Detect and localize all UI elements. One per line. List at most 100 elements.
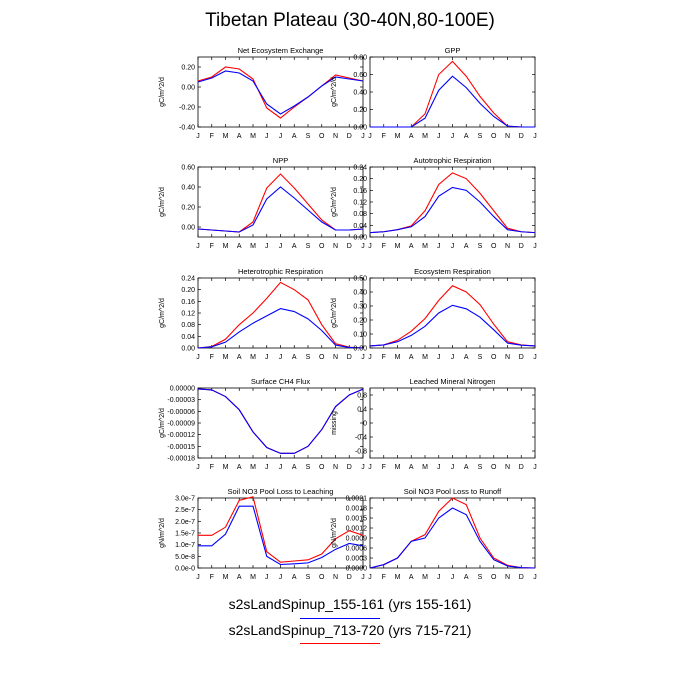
x-tick-label: J	[533, 464, 537, 471]
series-line-red	[370, 60, 535, 128]
legend-entry-2: s2sLandSpinup_713-720 (yrs 715-721)	[0, 622, 700, 638]
x-tick-label: J	[437, 464, 441, 471]
x-tick-label: J	[196, 464, 200, 471]
x-tick-label: D	[519, 574, 524, 581]
x-tick-label: M	[223, 464, 229, 471]
y-tick-label: 0.0000	[346, 566, 368, 573]
y-tick-label: 0.00	[353, 346, 367, 353]
x-tick-label: J	[437, 354, 441, 361]
y-tick-label: 0.12	[181, 311, 195, 318]
x-tick-label: N	[505, 354, 510, 361]
panel-10: Soil NO3 Pool Loss to Runoff 0.0021 0.0018…	[331, 487, 537, 581]
x-tick-label: J	[437, 574, 441, 581]
x-tick-label: N	[333, 574, 338, 581]
y-tick-label: 0.04	[181, 334, 195, 341]
y-tick-label: 0.0018	[346, 506, 368, 513]
x-tick-label: O	[491, 464, 497, 471]
y-tick-label: 0.16	[181, 299, 195, 306]
y-tick-label: -0.8	[355, 449, 367, 456]
x-tick-label: A	[409, 133, 414, 140]
y-tick-label: 0.0015	[346, 516, 368, 523]
series-line-blue	[198, 505, 364, 566]
x-tick-label: J	[437, 133, 441, 140]
y-tick-label: 0.0003	[346, 556, 368, 563]
x-tick-label: J	[451, 354, 455, 361]
x-tick-label: O	[491, 354, 497, 361]
x-tick-label: M	[250, 354, 256, 361]
x-tick-label: N	[333, 133, 338, 140]
x-tick-label: J	[368, 354, 372, 361]
series-line-blue	[197, 388, 364, 454]
x-tick-label: D	[519, 133, 524, 140]
x-tick-label: J	[368, 574, 372, 581]
x-tick-label: N	[333, 243, 338, 250]
x-tick-label: N	[505, 574, 510, 581]
y-tick-label: 0.4	[357, 407, 367, 414]
x-tick-label: J	[265, 464, 269, 471]
series-line-blue	[197, 308, 364, 349]
legend-swatch-2	[300, 643, 380, 644]
x-tick-label: J	[265, 354, 269, 361]
x-tick-label: J	[361, 464, 365, 471]
y-tick-label: 0.20	[353, 318, 367, 325]
x-tick-label: N	[505, 243, 510, 250]
x-tick-label: O	[491, 243, 497, 250]
y-axis-label: gC/m^2/d	[331, 77, 338, 107]
series-line-blue	[197, 70, 364, 115]
x-tick-label: S	[478, 574, 483, 581]
y-axis-label: gN/m^2/d	[159, 518, 166, 548]
x-tick-label: J	[451, 133, 455, 140]
y-tick-label: 0.00	[181, 225, 195, 232]
x-tick-label: S	[306, 354, 311, 361]
x-tick-label: S	[478, 464, 483, 471]
y-tick-label: 1.5e-7	[175, 531, 195, 538]
x-tick-label: F	[210, 133, 214, 140]
series-line-red	[198, 496, 364, 563]
x-tick-label: M	[223, 243, 229, 250]
x-tick-label: J	[265, 133, 269, 140]
x-tick-label: F	[382, 243, 386, 250]
y-tick-label: -0.00015	[167, 444, 195, 451]
y-axis-label: gC/m^2/d	[331, 187, 338, 217]
x-tick-label: S	[306, 464, 311, 471]
series-line-red	[197, 281, 364, 349]
x-tick-label: F	[210, 574, 214, 581]
x-tick-label: D	[347, 574, 352, 581]
y-tick-label: -0.40	[179, 125, 195, 132]
panel-title: Surface CH4 Flux	[251, 377, 310, 386]
x-tick-label: N	[505, 133, 510, 140]
series-line-blue	[369, 507, 536, 569]
y-tick-label: 0.0012	[346, 526, 368, 533]
panel-title: Autotrophic Respiration	[414, 156, 492, 165]
x-tick-label: A	[237, 133, 242, 140]
x-tick-label: D	[347, 243, 352, 250]
x-tick-label: F	[210, 354, 214, 361]
series-line-red	[197, 173, 364, 233]
y-tick-label: 3.0e-7	[175, 496, 195, 503]
x-tick-label: N	[333, 354, 338, 361]
x-tick-label: M	[395, 354, 401, 361]
x-tick-label: J	[361, 354, 365, 361]
x-tick-label: M	[250, 133, 256, 140]
x-tick-label: A	[464, 243, 469, 250]
plot-frame	[197, 166, 364, 238]
x-tick-label: J	[437, 243, 441, 250]
x-tick-label: M	[395, 133, 401, 140]
x-tick-label: O	[319, 574, 325, 581]
y-tick-label: 0.00000	[170, 386, 195, 393]
x-tick-label: J	[279, 133, 283, 140]
x-tick-label: J	[196, 243, 200, 250]
x-tick-label: M	[250, 243, 256, 250]
y-tick-label: -0.00012	[167, 432, 195, 439]
x-tick-label: J	[279, 574, 283, 581]
x-tick-label: A	[237, 243, 242, 250]
series-line-red	[369, 285, 536, 347]
x-tick-label: S	[478, 354, 483, 361]
x-tick-label: M	[422, 574, 428, 581]
panel-1: Net Ecosystem Exchange 0.20 0.00 -0.20 -0.40…	[159, 46, 365, 140]
y-tick-label: 0.30	[353, 304, 367, 311]
panel-7: Surface CH4 Flux 0.00000 -0.00003 -0.00006 -…	[159, 377, 365, 471]
y-tick-label: 0.20	[181, 65, 195, 72]
x-tick-label: A	[292, 464, 297, 471]
x-tick-label: A	[292, 574, 297, 581]
